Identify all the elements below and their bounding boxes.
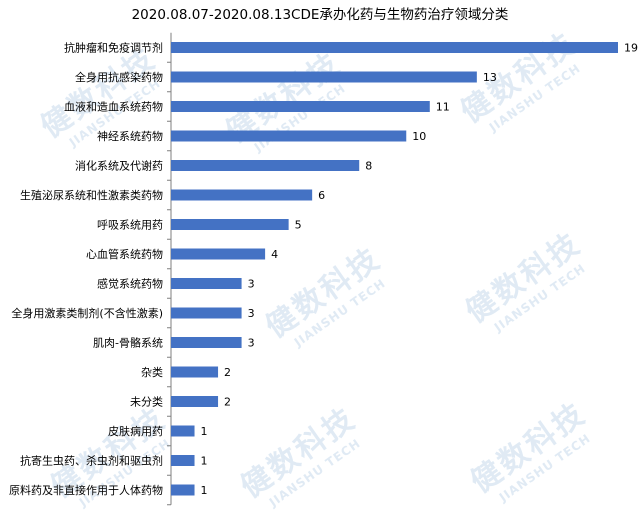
data-label: 1 [201, 455, 208, 468]
category-label: 生殖泌尿系统和性激素类药物 [20, 188, 163, 202]
bar [171, 219, 289, 230]
category-label: 消化系统及代谢药 [75, 159, 163, 173]
category-label: 呼吸系统用药 [97, 219, 163, 232]
category-label: 全身用抗感染药物 [75, 70, 163, 84]
data-label: 8 [365, 160, 372, 173]
data-label: 2 [224, 366, 231, 379]
bar [171, 307, 242, 319]
data-label: 10 [412, 130, 426, 143]
bar [171, 484, 195, 496]
data-label: 3 [248, 278, 255, 291]
data-label: 13 [483, 71, 497, 84]
bar [171, 42, 618, 53]
data-label: 19 [624, 42, 638, 55]
category-label: 神经系统药物 [97, 129, 163, 143]
category-label: 血液和造血系统药物 [64, 100, 163, 114]
bar [171, 160, 360, 171]
data-label: 4 [271, 248, 278, 261]
data-label: 6 [318, 189, 325, 202]
data-label: 3 [248, 307, 255, 320]
category-label: 杂类 [141, 365, 163, 379]
bar [171, 337, 242, 348]
category-label: 抗肿瘤和免疫调节剂 [64, 41, 163, 55]
data-label: 11 [436, 101, 450, 114]
category-label: 感觉系统药物 [97, 277, 163, 291]
category-label: 心血管系统药物 [86, 247, 163, 261]
bar [171, 189, 313, 201]
bar [171, 248, 266, 260]
bar [171, 425, 195, 437]
bar [171, 455, 195, 466]
bar [171, 130, 407, 142]
category-label: 原料药及非直接作用于人体药物 [9, 483, 163, 497]
chart-title: 2020.08.07-2020.08.13CDE承办化药与生物药治疗领域分类 [132, 7, 509, 23]
data-label: 5 [295, 219, 302, 232]
bar [171, 278, 242, 289]
data-label: 1 [201, 484, 208, 497]
bar [171, 366, 219, 378]
bar [171, 71, 477, 83]
category-label: 未分类 [130, 395, 163, 409]
category-label: 皮肤病用药 [108, 424, 163, 438]
bar [171, 101, 430, 112]
bar [171, 396, 219, 407]
category-label: 全身用激素类制剂(不含性激素) [11, 306, 163, 320]
data-label: 1 [201, 425, 208, 438]
category-label: 抗寄生虫药、杀虫剂和驱虫剂 [20, 454, 163, 468]
data-label: 2 [224, 396, 231, 409]
category-label: 肌肉-骨骼系统 [93, 336, 163, 350]
data-label: 3 [248, 337, 255, 350]
